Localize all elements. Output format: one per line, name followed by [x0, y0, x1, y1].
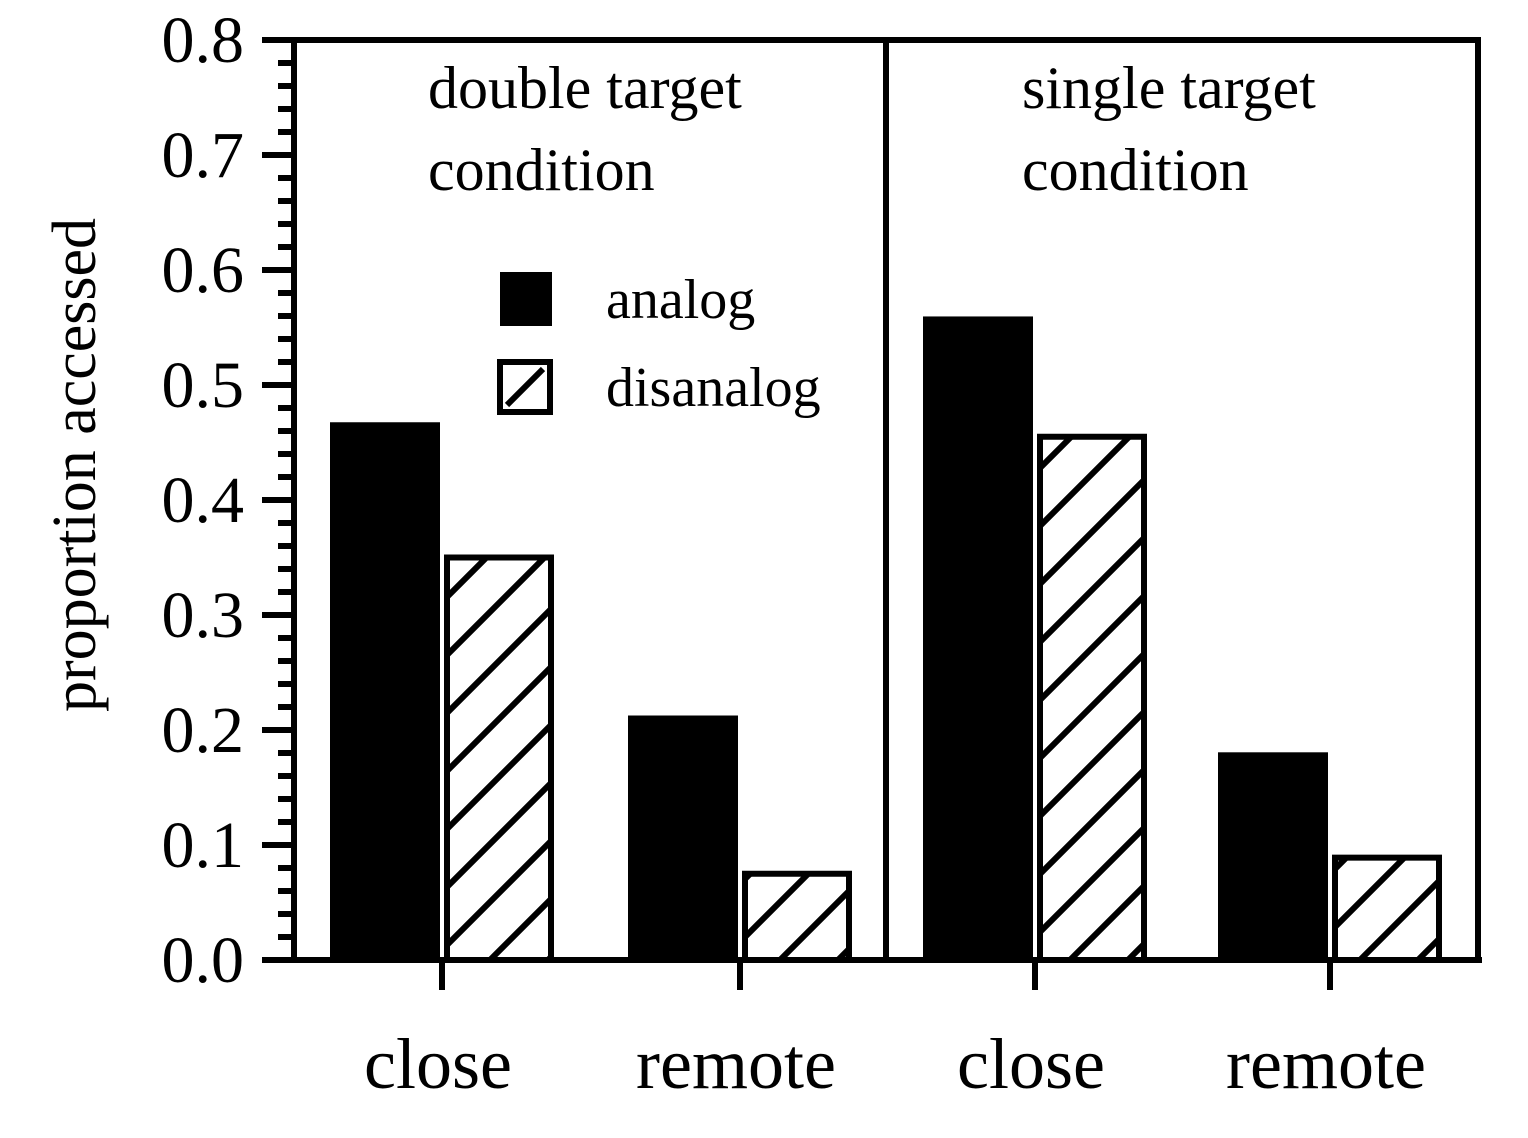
legend-label-analog: analog: [606, 269, 755, 331]
y-axis-title: proportion accessed: [41, 218, 109, 712]
x-category-label: close: [957, 1024, 1105, 1104]
panel-title-double-line2: condition: [428, 137, 655, 203]
bar-analog-0: [330, 422, 440, 963]
y-tick-label: 0.2: [162, 694, 245, 767]
x-category-label: remote: [636, 1024, 836, 1104]
y-axis-ticks: 0.0 0.1 0.2 0.3 0.4 0.5 0.6 0.7 0.8: [162, 4, 294, 997]
legend-swatch-hatch: [504, 366, 546, 408]
y-tick-label: 0.6: [162, 234, 245, 307]
x-category-label: remote: [1226, 1024, 1426, 1104]
bar-analog-3: [1218, 752, 1328, 963]
legend: analog disanalog: [497, 269, 821, 419]
panel-title-single-line2: condition: [1022, 137, 1249, 203]
legend-swatch-analog: [500, 272, 552, 326]
bar-disanalog-1: [742, 870, 852, 963]
y-tick-label: 0.1: [162, 809, 245, 882]
bar-analog-2: [923, 316, 1033, 963]
y-tick-label: 0.5: [162, 349, 245, 422]
y-tick-label: 0.7: [162, 119, 245, 192]
x-axis-labels: close remote close remote: [364, 960, 1426, 1104]
panel-title-double-line1: double target: [428, 55, 742, 121]
x-category-label: close: [364, 1024, 512, 1104]
bars: [330, 316, 1442, 964]
y-tick-label: 0.8: [162, 4, 245, 77]
bar-disanalog-2: [1037, 433, 1147, 963]
y-tick-label: 0.0: [162, 924, 245, 997]
bar-disanalog-0: [444, 554, 554, 963]
legend-label-disanalog: disanalog: [606, 357, 821, 419]
bar-disanalog-3: [1332, 854, 1442, 964]
panel-title-single-line1: single target: [1022, 55, 1316, 121]
bar-analog-1: [628, 715, 738, 963]
y-tick-label: 0.4: [162, 464, 245, 537]
y-tick-label: 0.3: [162, 579, 245, 652]
